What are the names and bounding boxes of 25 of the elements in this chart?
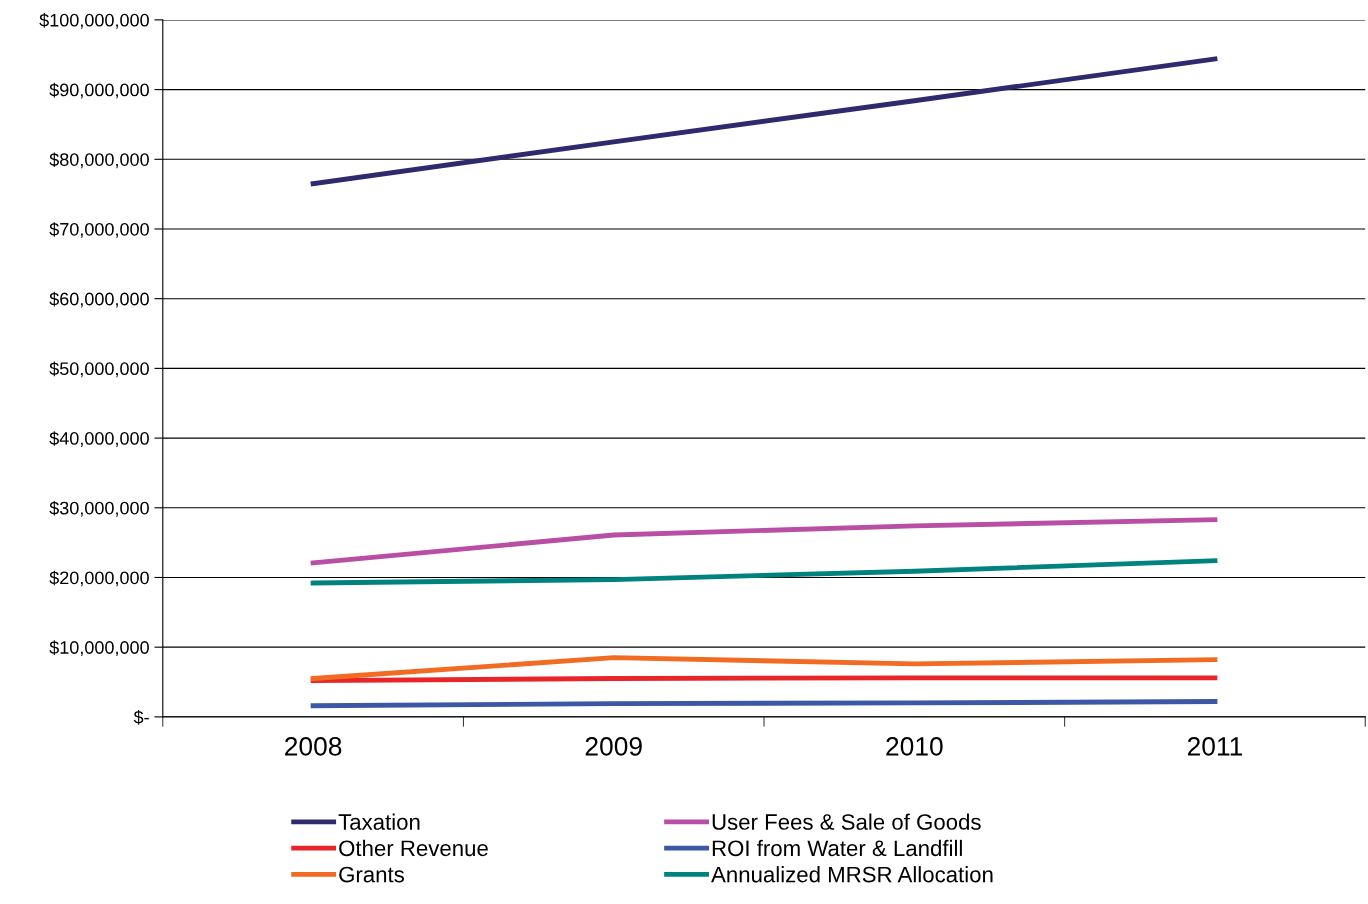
y-tick-label: $10,000,000 (49, 640, 149, 657)
legend-label: Taxation (338, 813, 420, 830)
legend-label: ROI from Water & Landfill (712, 839, 962, 857)
legend-label: User Fees & Sale of Goods (712, 813, 981, 830)
line-series (310, 558, 1218, 586)
y-tick-label: $60,000,000 (49, 291, 149, 308)
x-tick-label: 2008 (285, 737, 342, 756)
legend-label: Other Revenue (339, 839, 488, 857)
x-tick-label: 2011 (1187, 737, 1243, 756)
x-tick-label: 2009 (585, 737, 642, 756)
legend-label: Grants (339, 866, 404, 883)
y-tick-label: $- (133, 710, 149, 725)
y-tick-label: $100,000,000 (39, 13, 149, 29)
x-tick-label: 2010 (886, 737, 943, 756)
y-tick-label: $20,000,000 (49, 570, 149, 587)
y-tick-label: $30,000,000 (49, 500, 149, 517)
legend-label: Annualized MRSR Allocation (711, 866, 993, 883)
y-tick-label: $80,000,000 (49, 152, 149, 169)
line-series (310, 56, 1218, 187)
y-tick-label: $70,000,000 (49, 222, 149, 238)
line-series (310, 655, 1218, 681)
y-tick-label: $50,000,000 (49, 361, 149, 378)
y-tick-label: $90,000,000 (49, 82, 149, 99)
line-series (310, 517, 1218, 566)
y-tick-label: $40,000,000 (49, 431, 149, 447)
